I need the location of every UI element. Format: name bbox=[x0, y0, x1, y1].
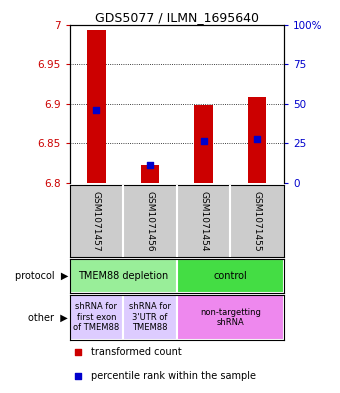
Bar bbox=[177, 259, 284, 293]
Point bbox=[94, 107, 99, 113]
Bar bbox=[177, 295, 284, 340]
Bar bbox=[123, 295, 177, 340]
Bar bbox=[194, 105, 213, 183]
Point bbox=[147, 162, 153, 169]
Bar bbox=[248, 97, 267, 183]
Text: protocol  ▶: protocol ▶ bbox=[15, 271, 68, 281]
Text: shRNA for
first exon
of TMEM88: shRNA for first exon of TMEM88 bbox=[73, 303, 120, 332]
Text: GSM1071456: GSM1071456 bbox=[146, 191, 154, 252]
Point bbox=[201, 138, 206, 144]
Text: GSM1071455: GSM1071455 bbox=[253, 191, 261, 252]
Text: TMEM88 depletion: TMEM88 depletion bbox=[78, 271, 168, 281]
Text: shRNA for
3'UTR of
TMEM88: shRNA for 3'UTR of TMEM88 bbox=[129, 303, 171, 332]
Bar bbox=[70, 259, 177, 293]
Point bbox=[254, 135, 260, 141]
Text: percentile rank within the sample: percentile rank within the sample bbox=[91, 371, 256, 381]
Text: GSM1071457: GSM1071457 bbox=[92, 191, 101, 252]
Text: GSM1071454: GSM1071454 bbox=[199, 191, 208, 251]
Text: non-targetting
shRNA: non-targetting shRNA bbox=[200, 308, 261, 327]
Text: control: control bbox=[214, 271, 247, 281]
Bar bbox=[70, 295, 123, 340]
Title: GDS5077 / ILMN_1695640: GDS5077 / ILMN_1695640 bbox=[95, 11, 259, 24]
Point bbox=[75, 349, 81, 355]
Point bbox=[75, 373, 81, 379]
Text: transformed count: transformed count bbox=[91, 347, 182, 357]
Bar bbox=[87, 30, 106, 183]
Text: other  ▶: other ▶ bbox=[28, 312, 68, 322]
Bar bbox=[141, 165, 159, 183]
